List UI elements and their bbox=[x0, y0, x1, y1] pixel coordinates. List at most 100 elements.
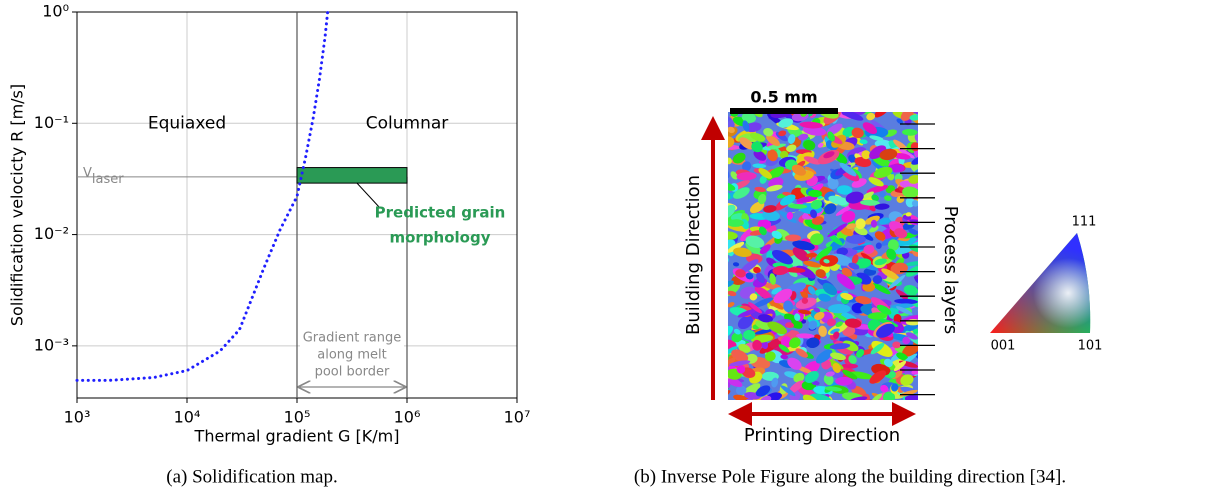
grain bbox=[764, 351, 776, 362]
y-axis-label: Solidification velocicty R [m/s] bbox=[8, 84, 27, 326]
grain bbox=[808, 189, 823, 198]
grain bbox=[911, 200, 918, 207]
grain bbox=[778, 118, 794, 128]
grain bbox=[892, 341, 901, 349]
grain bbox=[735, 385, 747, 396]
grain bbox=[803, 260, 822, 268]
grain bbox=[833, 331, 840, 339]
grain bbox=[755, 385, 771, 397]
grain bbox=[913, 273, 918, 280]
grain bbox=[868, 177, 884, 187]
grain bbox=[879, 104, 889, 111]
grain bbox=[733, 187, 750, 199]
grain bbox=[804, 219, 823, 231]
grain bbox=[789, 337, 801, 349]
grain bbox=[846, 223, 857, 230]
grain bbox=[792, 240, 815, 251]
v-laser-label: V bbox=[83, 165, 92, 180]
grain bbox=[911, 155, 918, 165]
grain bbox=[780, 336, 792, 348]
grain bbox=[815, 349, 833, 364]
grain bbox=[795, 348, 808, 358]
grain bbox=[879, 190, 886, 198]
grain bbox=[875, 242, 882, 249]
grain bbox=[869, 370, 887, 384]
grain bbox=[842, 340, 859, 352]
grain bbox=[759, 175, 767, 184]
grain bbox=[798, 133, 809, 141]
grain bbox=[849, 371, 873, 380]
grain bbox=[753, 266, 761, 274]
grain bbox=[854, 156, 872, 168]
grain bbox=[742, 161, 752, 172]
grain bbox=[861, 150, 871, 160]
grain bbox=[824, 203, 837, 215]
grain bbox=[752, 163, 767, 169]
range-label: pool border bbox=[315, 365, 390, 380]
grain bbox=[914, 333, 918, 345]
grain bbox=[808, 320, 818, 330]
grain bbox=[802, 394, 821, 400]
grain bbox=[914, 133, 918, 142]
grain bbox=[869, 225, 879, 233]
grain bbox=[880, 384, 889, 393]
grain bbox=[825, 371, 835, 377]
grain bbox=[802, 125, 827, 136]
y-tick-label: 10⁻² bbox=[34, 224, 69, 243]
grain bbox=[758, 314, 773, 323]
grain bbox=[728, 357, 736, 373]
grain bbox=[728, 382, 731, 389]
grain bbox=[745, 235, 765, 248]
grain bbox=[908, 228, 918, 235]
grain bbox=[772, 265, 789, 276]
grain bbox=[801, 297, 809, 304]
curve bbox=[75, 10, 330, 382]
grain bbox=[796, 196, 818, 203]
grain bbox=[845, 234, 867, 244]
grain bbox=[828, 195, 848, 206]
grain bbox=[864, 215, 880, 225]
grain bbox=[773, 288, 793, 304]
grain bbox=[753, 150, 767, 161]
grain bbox=[771, 250, 794, 265]
grain bbox=[811, 216, 824, 225]
grain bbox=[799, 121, 823, 129]
grain bbox=[732, 152, 746, 164]
grain bbox=[754, 328, 774, 335]
x-tick-label: 10⁷ bbox=[504, 408, 531, 427]
grain bbox=[783, 300, 794, 313]
grain bbox=[823, 374, 834, 386]
grain bbox=[815, 269, 826, 278]
grain bbox=[852, 254, 859, 265]
grain bbox=[884, 358, 893, 368]
grain bbox=[909, 219, 918, 227]
grain bbox=[761, 340, 769, 349]
grain bbox=[803, 139, 816, 151]
grain bbox=[894, 298, 918, 305]
grain bbox=[818, 293, 831, 302]
grain bbox=[728, 325, 734, 340]
grain bbox=[908, 174, 918, 184]
grain bbox=[733, 247, 752, 258]
prediction-box bbox=[296, 167, 408, 184]
grain bbox=[818, 325, 827, 337]
grain bbox=[740, 259, 759, 273]
grain bbox=[752, 339, 762, 351]
grain bbox=[856, 348, 865, 358]
grain bbox=[841, 267, 853, 278]
grain bbox=[766, 250, 774, 260]
grain bbox=[804, 370, 819, 384]
grain bbox=[748, 302, 763, 314]
grain bbox=[855, 296, 872, 305]
grain bbox=[902, 336, 911, 345]
grain bbox=[879, 217, 891, 225]
x-tick-label: 10⁵ bbox=[284, 408, 311, 427]
grain bbox=[809, 393, 832, 400]
grain bbox=[810, 233, 824, 246]
grain bbox=[888, 371, 896, 379]
grain bbox=[862, 122, 878, 135]
grain bbox=[830, 352, 846, 361]
grain bbox=[728, 302, 735, 308]
grain bbox=[728, 126, 735, 134]
